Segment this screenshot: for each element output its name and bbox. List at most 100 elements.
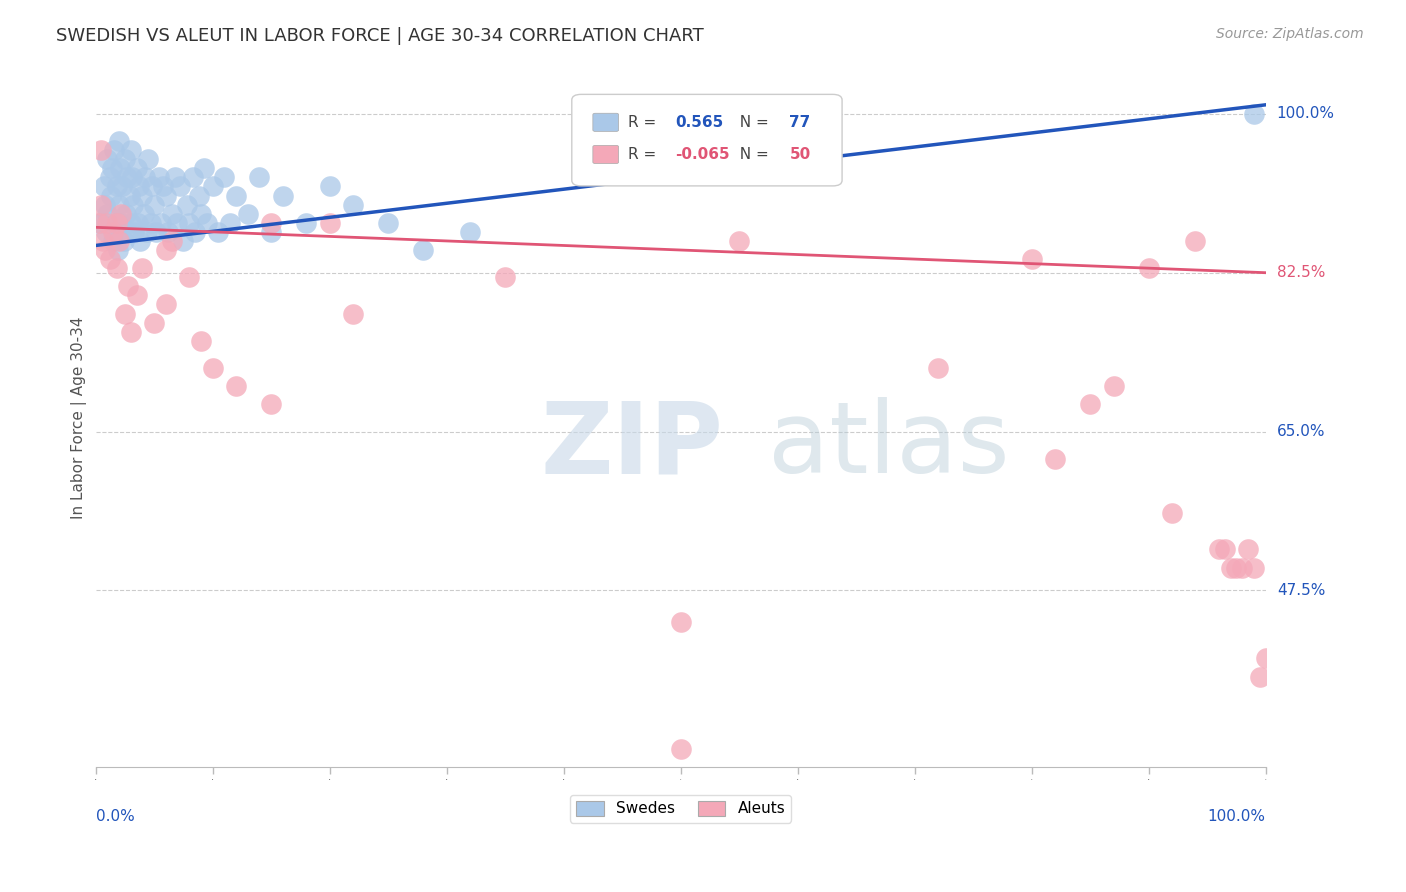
Point [98,170,121,185]
Point [122,225,145,239]
FancyBboxPatch shape [593,145,619,163]
Point [117,225,139,239]
Text: ZIP: ZIP [540,397,723,494]
Point [115,207,138,221]
Point [120,216,142,230]
Point [136,153,159,167]
Point [103,143,125,157]
Point [112,234,135,248]
Point [131,188,153,202]
Point [108,197,131,211]
Point [90,216,112,230]
Point [96,207,118,221]
Point [110,207,132,221]
Text: SWEDISH VS ALEUT IN LABOR FORCE | AGE 30-34 CORRELATION CHART: SWEDISH VS ALEUT IN LABOR FORCE | AGE 30… [56,27,704,45]
Point [157,225,180,239]
Point [108,134,131,148]
Point [91,234,114,248]
Point [125,161,148,176]
Point [1254,651,1277,665]
Point [1243,107,1265,121]
Point [214,170,236,185]
Point [225,188,247,202]
Point [121,170,143,185]
Point [155,243,177,257]
Point [120,325,142,339]
Point [127,216,149,230]
Point [134,170,156,185]
Point [1249,669,1271,683]
Point [122,197,145,211]
Point [152,179,174,194]
Point [1243,560,1265,574]
Point [669,742,692,756]
Point [105,179,128,194]
Point [98,252,121,266]
Point [179,270,201,285]
Point [260,216,283,230]
Point [108,161,131,176]
Point [94,243,117,257]
Legend: Swedes, Aleuts: Swedes, Aleuts [569,795,792,822]
Point [176,197,198,211]
Point [1184,234,1206,248]
Point [169,179,191,194]
Point [927,361,949,376]
Point [247,170,270,185]
Point [101,161,124,176]
Point [195,216,218,230]
Point [172,234,194,248]
FancyBboxPatch shape [572,95,842,186]
Point [1043,451,1066,466]
Text: 65.0%: 65.0% [1277,424,1326,439]
Text: N =: N = [730,115,773,130]
Point [107,243,129,257]
Point [318,216,340,230]
Point [193,161,215,176]
Point [1137,261,1160,276]
Text: R =: R = [628,147,661,162]
Point [155,188,177,202]
Point [219,216,242,230]
Point [201,361,224,376]
Point [342,306,364,320]
Point [136,225,159,239]
Point [201,179,224,194]
Point [143,197,166,211]
Point [90,197,112,211]
Point [184,225,207,239]
Point [148,170,170,185]
Point [1225,560,1247,574]
Point [90,143,112,157]
Point [458,225,481,239]
Point [295,216,318,230]
Point [207,225,229,239]
Text: Source: ZipAtlas.com: Source: ZipAtlas.com [1216,27,1364,41]
Point [105,216,128,230]
Point [1102,379,1125,393]
Point [96,216,118,230]
Text: 50: 50 [789,147,811,162]
Text: 0.0%: 0.0% [96,809,135,824]
Point [342,197,364,211]
Point [105,261,128,276]
Point [1208,542,1230,557]
Point [143,316,166,330]
Text: R =: R = [628,115,661,130]
Text: 82.5%: 82.5% [1277,265,1324,280]
Point [96,153,118,167]
Text: 100.0%: 100.0% [1208,809,1265,824]
Point [120,143,142,157]
Point [494,270,516,285]
Point [160,234,183,248]
Point [131,261,153,276]
Point [118,188,141,202]
Point [1213,542,1236,557]
Point [412,243,434,257]
Point [155,297,177,311]
Point [160,207,183,221]
Point [114,306,136,320]
Point [1237,542,1260,557]
Text: N =: N = [730,147,773,162]
Point [181,170,204,185]
